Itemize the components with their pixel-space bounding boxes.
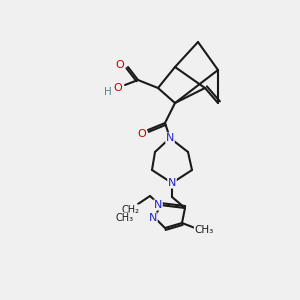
Text: O: O <box>138 129 146 139</box>
Text: CH₃: CH₃ <box>116 213 134 223</box>
Text: N: N <box>149 213 157 223</box>
Text: N: N <box>168 178 176 188</box>
Text: O: O <box>116 60 124 70</box>
Text: CH₂: CH₂ <box>121 205 139 215</box>
Text: N: N <box>154 200 162 210</box>
Text: N: N <box>166 133 174 143</box>
Text: H: H <box>104 87 112 97</box>
Text: O: O <box>114 83 122 93</box>
Text: CH₃: CH₃ <box>194 225 214 235</box>
